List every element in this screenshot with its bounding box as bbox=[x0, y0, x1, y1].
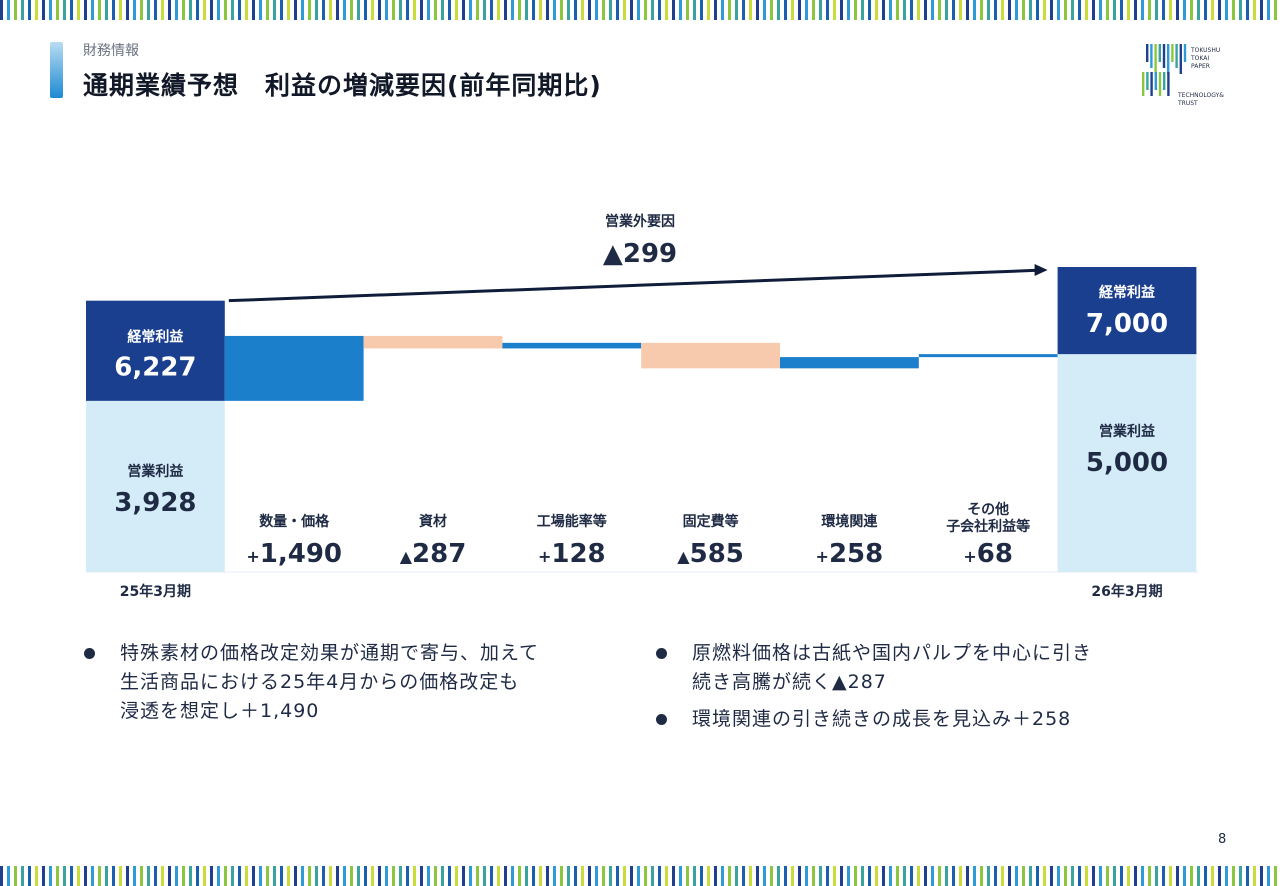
logo-bar bbox=[1154, 44, 1157, 74]
non-operating-label: 営業外要因 bbox=[605, 213, 675, 230]
logo-tagline-1: TECHNOLOGY& bbox=[1177, 92, 1224, 99]
bottom-decorative-stripe bbox=[0, 866, 1280, 886]
logo-bar bbox=[1150, 44, 1153, 68]
step-value-number: 128 bbox=[551, 539, 605, 569]
waterfall-step-bar bbox=[780, 357, 919, 369]
waterfall-step-bar bbox=[502, 342, 642, 349]
logo-bar bbox=[1171, 44, 1174, 62]
bullet-line: 浸透を想定し＋1,490 bbox=[120, 700, 320, 722]
logo-line-1: TOKUSHU bbox=[1190, 47, 1220, 54]
step-category-label: 工場能率等 bbox=[537, 513, 607, 530]
step-value-sign: + bbox=[538, 547, 551, 566]
start-operating-profit-bar bbox=[86, 400, 225, 572]
section-label: 財務情報 bbox=[83, 43, 139, 59]
bullet-price-revision: 特殊素材の価格改定効果が通期で寄与、加えて 生活商品における25年4月からの価格… bbox=[83, 639, 540, 726]
end-ordinary-label: 経常利益 bbox=[1099, 284, 1155, 301]
logo-bar bbox=[1175, 44, 1178, 68]
non-operating-arrow-line bbox=[228, 268, 1038, 303]
company-logo: TOKUSHU TOKAI PAPER TECHNOLOGY& TRUST bbox=[1142, 44, 1224, 107]
logo-bar bbox=[1158, 44, 1161, 62]
end-period-label: 26年3月期 bbox=[1091, 583, 1162, 600]
step-value-label: +258 bbox=[816, 539, 884, 569]
step-category-label: 数量・価格 bbox=[259, 513, 330, 530]
title-accent-bar bbox=[50, 42, 63, 98]
logo-line-2: TOKAI bbox=[1190, 55, 1209, 62]
step-value-sign: + bbox=[246, 547, 259, 566]
step-value-label: ▲585 bbox=[677, 539, 744, 569]
logo-bar bbox=[1162, 44, 1166, 68]
logo-bar bbox=[1150, 72, 1153, 96]
step-value-number: 68 bbox=[977, 539, 1013, 569]
start-ordinary-value: 6,227 bbox=[114, 353, 196, 383]
waterfall-step-bar bbox=[641, 342, 780, 369]
logo-bar bbox=[1183, 44, 1187, 62]
start-period-label: 25年3月期 bbox=[120, 583, 191, 600]
step-value-label: ▲287 bbox=[400, 539, 467, 569]
logo-bar bbox=[1158, 72, 1162, 96]
waterfall-step-bar bbox=[918, 354, 1058, 358]
bullet-line: 原燃料価格は古紙や国内パルプを中心に引き bbox=[692, 642, 1093, 664]
waterfall-step-bar bbox=[363, 335, 503, 349]
bullet-environment: 環境関連の引き続きの成長を見込み＋258 bbox=[655, 705, 1072, 734]
logo-bar bbox=[1179, 44, 1182, 74]
step-category-label: 固定費等 bbox=[683, 513, 739, 530]
logo-bar bbox=[1146, 72, 1149, 90]
end-operating-profit-bar bbox=[1057, 354, 1197, 572]
bullet-raw-materials: 原燃料価格は古紙や国内パルプを中心に引き 続き高騰が続く▲287 bbox=[655, 639, 1093, 697]
bullet-line: 特殊素材の価格改定効果が通期で寄与、加えて bbox=[120, 642, 540, 664]
end-operating-label: 営業利益 bbox=[1099, 423, 1155, 440]
step-value-label: +1,490 bbox=[246, 539, 342, 569]
logo-tagline-2: TRUST bbox=[1177, 100, 1198, 107]
page-number: 8 bbox=[1218, 832, 1227, 847]
profit-waterfall-chart: 経常利益6,227営業利益3,92825年3月期数量・価格+1,490資材▲28… bbox=[86, 213, 1198, 600]
start-operating-value: 3,928 bbox=[114, 488, 196, 518]
start-operating-label: 営業利益 bbox=[127, 463, 183, 480]
logo-bar bbox=[1167, 44, 1170, 74]
step-value-sign: ▲ bbox=[400, 547, 413, 566]
logo-line-3: PAPER bbox=[1191, 63, 1210, 70]
logo-bar bbox=[1146, 44, 1149, 62]
step-value-label: +68 bbox=[963, 539, 1013, 569]
logo-bar bbox=[1142, 72, 1145, 96]
step-value-sign: + bbox=[816, 547, 829, 566]
bullet-line: 続き高騰が続く▲287 bbox=[692, 671, 887, 693]
step-category-label: 子会社利益等 bbox=[946, 518, 1030, 535]
start-ordinary-label: 経常利益 bbox=[127, 329, 183, 346]
step-value-number: 258 bbox=[829, 539, 883, 569]
logo-bar bbox=[1167, 72, 1170, 96]
page-title: 通期業績予想 利益の増減要因(前年同期比) bbox=[83, 71, 602, 100]
bullet-line: 環境関連の引き続きの成長を見込み＋258 bbox=[692, 708, 1072, 730]
bullet-line: 生活商品における25年4月からの価格改定も bbox=[120, 671, 520, 693]
logo-bar bbox=[1154, 72, 1157, 90]
step-category-label: 資材 bbox=[419, 513, 447, 530]
step-value-number: 287 bbox=[412, 539, 466, 569]
step-value-label: +128 bbox=[538, 539, 606, 569]
non-operating-value: ▲299 bbox=[603, 239, 677, 269]
step-value-number: 585 bbox=[690, 539, 744, 569]
step-category-label: 環境関連 bbox=[821, 513, 878, 530]
start-ordinary-profit-bar bbox=[86, 300, 225, 401]
end-ordinary-value: 7,000 bbox=[1086, 309, 1168, 339]
logo-bar bbox=[1163, 72, 1166, 90]
step-value-sign: + bbox=[963, 547, 976, 566]
top-decorative-stripe bbox=[0, 0, 1280, 20]
waterfall-step-bar bbox=[224, 335, 364, 401]
end-ordinary-profit-bar bbox=[1057, 267, 1197, 355]
non-operating-arrowhead bbox=[1034, 264, 1048, 276]
step-value-sign: ▲ bbox=[677, 547, 690, 566]
step-value-number: 1,490 bbox=[260, 539, 342, 569]
end-operating-value: 5,000 bbox=[1086, 448, 1168, 478]
step-category-label: その他 bbox=[967, 501, 1009, 518]
